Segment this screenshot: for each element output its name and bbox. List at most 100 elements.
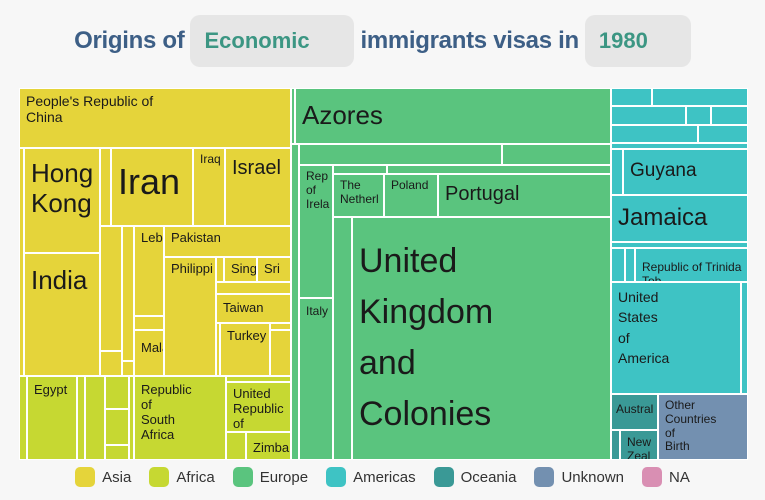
cell-americas-small[interactable] xyxy=(625,248,635,282)
cell-asia-small[interactable] xyxy=(122,226,134,361)
cell-europe-small[interactable] xyxy=(291,88,295,144)
cell-italy[interactable]: Italy xyxy=(299,298,333,460)
cell-africa-small[interactable] xyxy=(77,376,85,460)
category-select[interactable]: Economic xyxy=(190,15,355,67)
year-select[interactable]: 1980 xyxy=(584,15,691,67)
cell-australia[interactable]: Austral xyxy=(611,394,658,430)
cell-europe-small[interactable] xyxy=(291,144,299,460)
cell-egypt[interactable]: Egypt xyxy=(27,376,77,460)
title-prefix: Origins of xyxy=(74,27,185,54)
cell-uk[interactable]: United Kingdom and Colonies xyxy=(352,217,611,460)
cell-label: Turkey xyxy=(227,328,267,343)
cell-americas-small[interactable] xyxy=(741,282,748,394)
cell-trinidad[interactable]: Republic of Trinida Tob xyxy=(635,248,748,282)
cell-asia-small[interactable] xyxy=(216,323,220,376)
cell-label: Italy xyxy=(306,304,329,318)
cell-europe-small[interactable] xyxy=(387,165,611,174)
cell-africa-small[interactable] xyxy=(105,376,129,409)
cell-asia-small[interactable] xyxy=(270,330,291,376)
cell-asia-small[interactable] xyxy=(134,316,164,330)
cell-usa[interactable]: United States of America xyxy=(611,282,741,394)
cell-label: Taiwan xyxy=(223,300,264,315)
cell-pakistan[interactable]: Pakistan xyxy=(164,226,291,257)
cell-oceania-small[interactable] xyxy=(611,430,620,460)
cell-americas-small[interactable] xyxy=(611,248,625,282)
cell-americas-small[interactable] xyxy=(611,125,698,143)
cell-other[interactable]: Other Countries of Birth xyxy=(658,394,748,460)
cell-africa-small[interactable] xyxy=(85,376,105,460)
cell-southafrica[interactable]: Republic of South Africa xyxy=(134,376,226,460)
cell-iraq[interactable]: Iraq xyxy=(193,148,225,226)
swatch-icon xyxy=(149,467,170,487)
cell-europe-small[interactable] xyxy=(299,144,502,165)
cell-label: Sing xyxy=(231,261,257,276)
legend-item-europe[interactable]: Europe xyxy=(232,467,309,487)
cell-asia-small[interactable] xyxy=(100,226,122,351)
legend-item-asia[interactable]: Asia xyxy=(75,467,131,487)
cell-americas-small[interactable] xyxy=(611,106,686,125)
legend-item-unknown[interactable]: Unknown xyxy=(534,467,624,487)
cell-europe-small[interactable] xyxy=(333,165,387,174)
swatch-icon xyxy=(433,467,454,487)
cell-asia-small[interactable] xyxy=(216,257,224,282)
cell-americas-small[interactable] xyxy=(711,106,748,125)
cell-lebanon[interactable]: Leba xyxy=(134,226,164,316)
cell-srilanka[interactable]: Sri xyxy=(257,257,291,282)
cell-label: Mala xyxy=(141,340,163,355)
cell-tanzania[interactable]: United Republic of xyxy=(226,382,291,432)
cell-label: Republic of Trinida Tob xyxy=(642,260,742,282)
cell-label: Republic of South Africa xyxy=(141,382,192,442)
cell-hongkong[interactable]: Hong Kong xyxy=(24,148,100,253)
cell-americas-small[interactable] xyxy=(611,88,652,106)
legend-label: Africa xyxy=(176,468,215,486)
cell-africa-small[interactable] xyxy=(105,409,129,445)
legend-item-na[interactable]: NA xyxy=(642,467,690,487)
cell-poland[interactable]: Poland xyxy=(384,174,438,217)
legend-item-oceania[interactable]: Oceania xyxy=(433,467,516,487)
cell-israel[interactable]: Israel xyxy=(225,148,291,226)
cell-europe-small[interactable] xyxy=(333,217,352,460)
legend-label: Europe xyxy=(259,468,309,486)
cell-label: Zimbal xyxy=(253,440,291,455)
cell-taiwan[interactable]: Taiwan xyxy=(216,294,291,323)
cell-asia-sliver[interactable] xyxy=(19,148,24,376)
cell-azores[interactable]: Azores xyxy=(295,88,611,144)
cell-newzealand[interactable]: New Zeal xyxy=(620,430,658,460)
cell-ireland[interactable]: Rep of Irela xyxy=(299,165,333,298)
cell-label: India xyxy=(31,265,88,295)
cell-americas-small[interactable] xyxy=(611,242,748,248)
cell-americas-small[interactable] xyxy=(611,143,748,149)
cell-guyana[interactable]: Guyana xyxy=(623,149,748,195)
cell-americas-small[interactable] xyxy=(611,149,623,195)
cell-jamaica[interactable]: Jamaica xyxy=(611,195,748,242)
cell-netherlands[interactable]: The Netherl xyxy=(333,174,384,217)
legend: Asia Africa Europe Americas Oceania Unkn… xyxy=(0,464,765,490)
cell-zimbabwe[interactable]: Zimbal xyxy=(246,432,291,460)
cell-philippines[interactable]: Philippi xyxy=(164,257,216,376)
cell-asia-small[interactable] xyxy=(216,282,291,294)
cell-americas-small[interactable] xyxy=(652,88,748,106)
year-select-value: 1980 xyxy=(598,28,648,53)
cell-singapore[interactable]: Sing xyxy=(224,257,257,282)
swatch-icon xyxy=(642,467,662,487)
cell-portugal[interactable]: Portugal xyxy=(438,174,611,217)
cell-india[interactable]: India xyxy=(24,253,100,376)
cell-africa-small[interactable] xyxy=(129,376,134,460)
cell-africa-small[interactable] xyxy=(105,445,129,460)
cell-europe-small[interactable] xyxy=(502,144,611,165)
cell-americas-small[interactable] xyxy=(686,106,711,125)
cell-turkey[interactable]: Turkey xyxy=(220,323,270,376)
legend-item-africa[interactable]: Africa xyxy=(149,467,215,487)
legend-item-americas[interactable]: Americas xyxy=(326,467,416,487)
cell-malaysia[interactable]: Mala xyxy=(134,330,164,376)
cell-asia-small[interactable] xyxy=(122,361,134,376)
cell-iran[interactable]: Iran xyxy=(111,148,193,226)
cell-americas-small[interactable] xyxy=(698,125,748,143)
cell-china[interactable]: People's Republic of China xyxy=(19,88,291,148)
cell-asia-small[interactable] xyxy=(100,148,111,226)
cell-asia-small[interactable] xyxy=(270,323,291,330)
cell-africa-small[interactable] xyxy=(19,376,27,460)
cell-asia-small[interactable] xyxy=(100,351,122,376)
cell-africa-small[interactable] xyxy=(226,432,246,460)
cell-africa-small[interactable] xyxy=(226,376,291,382)
